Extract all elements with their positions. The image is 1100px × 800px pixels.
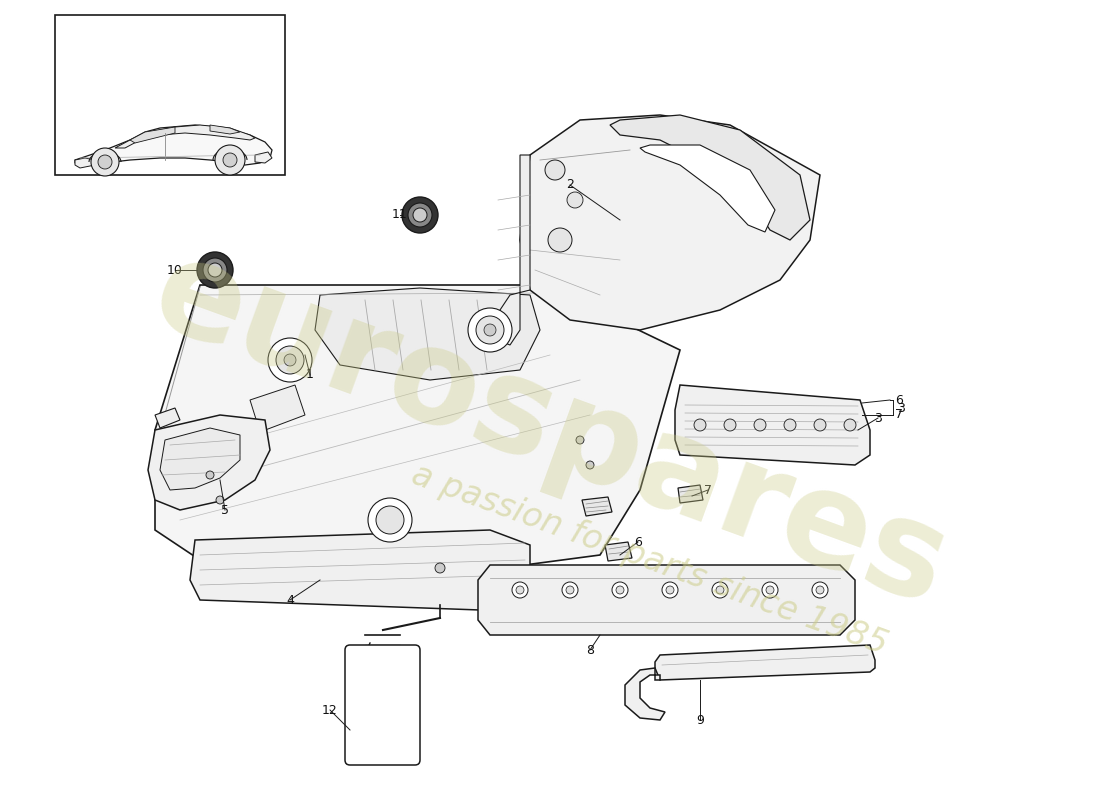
Circle shape (91, 148, 119, 176)
Text: 3: 3 (874, 411, 882, 425)
Circle shape (512, 582, 528, 598)
Text: 9: 9 (696, 714, 704, 726)
Circle shape (712, 582, 728, 598)
Text: 3: 3 (896, 402, 905, 414)
FancyBboxPatch shape (345, 645, 420, 765)
Polygon shape (250, 385, 305, 432)
Circle shape (208, 263, 222, 277)
Polygon shape (678, 485, 703, 503)
Bar (760, 598, 795, 620)
Bar (810, 598, 845, 620)
Circle shape (214, 145, 245, 175)
Polygon shape (155, 408, 180, 428)
Circle shape (368, 498, 412, 542)
Bar (660, 598, 695, 620)
Circle shape (268, 338, 312, 382)
Bar (510, 598, 544, 620)
Circle shape (468, 308, 512, 352)
Circle shape (284, 354, 296, 366)
Text: 8: 8 (586, 643, 594, 657)
Text: 6: 6 (634, 535, 642, 549)
Polygon shape (365, 645, 400, 660)
Polygon shape (605, 542, 632, 561)
Circle shape (402, 197, 438, 233)
Circle shape (844, 419, 856, 431)
Circle shape (516, 586, 524, 594)
Polygon shape (520, 115, 820, 330)
Circle shape (548, 228, 572, 252)
Text: 6: 6 (895, 394, 903, 406)
Text: 2: 2 (566, 178, 574, 191)
Polygon shape (255, 152, 272, 163)
Text: 11: 11 (392, 209, 408, 222)
Polygon shape (148, 415, 270, 510)
Polygon shape (582, 497, 612, 516)
Circle shape (476, 316, 504, 344)
Polygon shape (478, 565, 855, 635)
Text: a passion for parts since 1985: a passion for parts since 1985 (407, 458, 892, 662)
Circle shape (814, 419, 826, 431)
Bar (610, 598, 645, 620)
Polygon shape (75, 125, 272, 165)
Circle shape (484, 324, 496, 336)
Circle shape (616, 586, 624, 594)
Circle shape (544, 160, 565, 180)
Circle shape (216, 496, 224, 504)
Polygon shape (75, 158, 95, 168)
Polygon shape (116, 125, 255, 148)
Polygon shape (625, 668, 666, 720)
Text: 7: 7 (704, 483, 712, 497)
Circle shape (206, 471, 214, 479)
Circle shape (612, 582, 628, 598)
Circle shape (766, 586, 774, 594)
Polygon shape (315, 288, 540, 380)
Polygon shape (155, 285, 680, 600)
Polygon shape (675, 385, 870, 465)
Text: 1: 1 (306, 369, 313, 382)
Circle shape (223, 153, 236, 167)
Circle shape (434, 563, 446, 573)
Text: 10: 10 (167, 263, 183, 277)
Circle shape (586, 461, 594, 469)
Polygon shape (160, 428, 240, 490)
Circle shape (562, 582, 578, 598)
Bar (560, 598, 595, 620)
Polygon shape (640, 145, 776, 232)
Polygon shape (610, 115, 810, 240)
Circle shape (566, 586, 574, 594)
Circle shape (412, 208, 427, 222)
Circle shape (376, 506, 404, 534)
Circle shape (98, 155, 112, 169)
Circle shape (724, 419, 736, 431)
Text: 5: 5 (221, 503, 229, 517)
Text: 7: 7 (895, 409, 903, 422)
Circle shape (694, 419, 706, 431)
Text: 4: 4 (286, 594, 294, 606)
Text: eurospares: eurospares (136, 228, 964, 632)
Circle shape (197, 252, 233, 288)
Circle shape (662, 582, 678, 598)
Text: 12: 12 (322, 703, 338, 717)
Circle shape (762, 582, 778, 598)
Circle shape (784, 419, 796, 431)
Circle shape (716, 586, 724, 594)
Circle shape (566, 192, 583, 208)
Circle shape (754, 419, 766, 431)
Circle shape (816, 586, 824, 594)
Circle shape (576, 436, 584, 444)
Circle shape (204, 258, 227, 282)
Bar (55, 15, 285, 175)
Polygon shape (190, 530, 530, 610)
Polygon shape (498, 155, 530, 345)
Circle shape (408, 203, 432, 227)
Polygon shape (130, 127, 175, 143)
Polygon shape (210, 125, 240, 134)
Bar (710, 598, 745, 620)
Polygon shape (654, 645, 875, 680)
Circle shape (276, 346, 304, 374)
Circle shape (666, 586, 674, 594)
Circle shape (812, 582, 828, 598)
